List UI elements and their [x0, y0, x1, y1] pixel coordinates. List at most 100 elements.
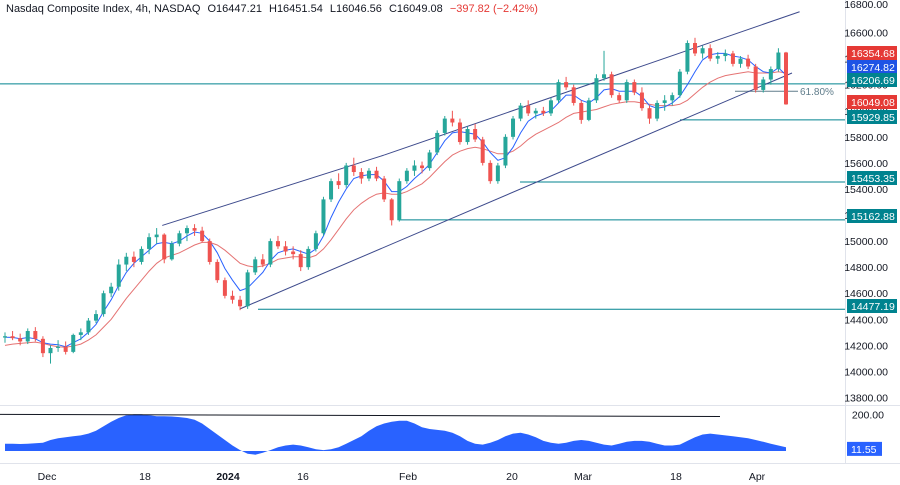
moving-averages: [4, 52, 787, 348]
candle-body: [351, 165, 356, 173]
candle-body: [541, 110, 546, 114]
candle-body: [503, 136, 508, 166]
candle-body: [268, 241, 273, 265]
candle-body: [78, 332, 83, 335]
candle-body: [784, 52, 788, 105]
grid: [0, 0, 900, 464]
candle-body: [238, 299, 243, 307]
candle-body: [488, 162, 493, 182]
price-badge-label: 14477.19: [851, 301, 895, 313]
candle-body: [511, 118, 516, 137]
y-tick-label: 16600.00: [844, 28, 888, 40]
candle-body: [253, 259, 258, 273]
candle-body: [131, 256, 136, 262]
candle-body: [677, 71, 682, 96]
candle-body: [184, 228, 189, 234]
candle-body: [306, 248, 311, 268]
candle-body: [450, 118, 455, 123]
candle-body: [564, 82, 569, 88]
candle-body: [48, 347, 53, 354]
fib-level-label: 61.80%: [800, 87, 834, 98]
candle-body: [10, 336, 15, 339]
time-axis: Dec 18 2024 16 Feb 20 Mar 18 Apr: [38, 471, 766, 483]
ohlc-high: H16451.54: [269, 3, 323, 15]
candle-body: [715, 56, 720, 59]
candle-body: [382, 178, 387, 200]
candle-body: [708, 48, 713, 59]
candle-body: [25, 331, 30, 342]
candle-body: [655, 102, 660, 119]
candle-body: [298, 254, 303, 268]
candle-body: [374, 170, 379, 179]
candle-body: [624, 82, 629, 101]
candle-body: [693, 43, 698, 54]
candle-body: [746, 58, 751, 67]
candles: [3, 37, 788, 364]
candle-body: [147, 237, 152, 249]
chart-header: Nasdaq Composite Index, 4h, NASDAQ O1644…: [6, 3, 538, 15]
candle-body: [473, 129, 478, 140]
candle-body: [329, 181, 334, 200]
price-badge-label: 15929.85: [851, 112, 895, 124]
candle-body: [579, 102, 584, 120]
candle-body: [389, 199, 394, 221]
candle-body: [768, 69, 773, 80]
candle-body: [207, 241, 212, 262]
candle-body: [366, 170, 371, 179]
price-badge-label: 15162.88: [851, 211, 895, 223]
price-badge-label: 16206.69: [851, 75, 895, 87]
candle-body: [200, 230, 205, 242]
x-tick-label: Feb: [399, 471, 417, 483]
candle-body: [397, 181, 402, 221]
candle-body: [336, 181, 341, 186]
candle-body: [632, 82, 637, 93]
candle-body: [647, 108, 652, 119]
candle-body: [435, 132, 440, 153]
ohlc-change: −397.82 (−2.42%): [449, 3, 538, 15]
price-badge-label: 16354.68: [851, 48, 895, 60]
candle-body: [154, 234, 159, 238]
candle-body: [291, 251, 296, 255]
candle-body: [571, 87, 576, 103]
candle-body: [495, 165, 500, 182]
candle-body: [404, 170, 409, 182]
candle-body: [457, 122, 462, 143]
candle-body: [344, 165, 349, 186]
price-badge-label: 16049.08: [851, 97, 895, 109]
candle-body: [162, 234, 167, 260]
indicator-tick-label: 200.00: [852, 409, 884, 421]
candle-body: [761, 79, 766, 90]
x-tick-label: Dec: [38, 471, 57, 483]
candle-body: [101, 293, 106, 315]
candle-body: [124, 256, 129, 265]
candle-body: [109, 286, 114, 294]
candle-body: [71, 334, 76, 352]
candle-body: [427, 152, 432, 169]
price-badge-label: 16274.82: [851, 62, 895, 74]
candle-body: [33, 331, 38, 339]
candle-body: [730, 53, 735, 64]
symbol-title: Nasdaq Composite Index, 4h, NASDAQ: [6, 3, 201, 15]
candle-body: [526, 105, 531, 114]
candle-body: [662, 100, 667, 103]
candle-body: [442, 118, 447, 133]
ohlc-close: C16049.08: [388, 3, 443, 15]
channel-upper-segment: [162, 154, 385, 226]
y-tick-label: 14400.00: [844, 314, 888, 326]
candle-body: [3, 336, 7, 338]
candle-body: [139, 248, 144, 262]
x-tick-label: 16: [297, 471, 309, 483]
y-tick-label: 16800.00: [844, 0, 888, 11]
price-badge-label: 15453.35: [851, 173, 895, 185]
candle-body: [321, 199, 326, 234]
horizontal-levels: 61.80%: [0, 83, 845, 310]
candle-body: [465, 129, 470, 143]
indicator-pane: 200.00 11.55: [0, 409, 884, 456]
y-tick-label: 14200.00: [844, 340, 888, 352]
price-badge: [847, 73, 897, 87]
candle-body: [275, 241, 280, 247]
candle-body: [609, 74, 614, 96]
ohlc-open: O16447.21: [207, 3, 262, 15]
